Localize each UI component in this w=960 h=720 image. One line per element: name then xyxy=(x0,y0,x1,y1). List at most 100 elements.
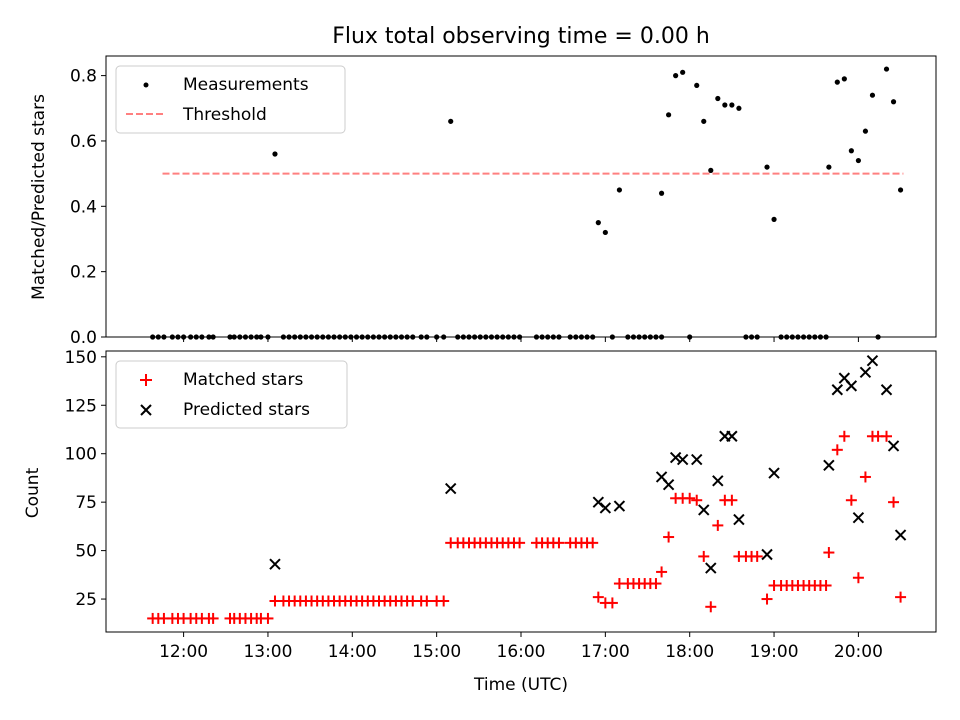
y-tick-label: 125 xyxy=(65,396,97,416)
predicted-star-diag2 xyxy=(852,511,865,524)
predicted-star-diag2 xyxy=(866,354,879,367)
predicted-star-diag2 xyxy=(669,451,682,464)
top-legend: Measurements Threshold xyxy=(115,65,346,134)
predicted-star-diag2 xyxy=(859,366,872,379)
predicted-star-diag2 xyxy=(733,513,745,526)
predicted-star-diag2 xyxy=(823,459,835,472)
matched-star-point xyxy=(751,550,763,562)
bottom-panel: 25 50 75 100 125 150 12:00 13:00 14:00 15:00 16:0… xyxy=(23,348,937,695)
matched-star-point xyxy=(712,519,724,531)
predicted-star-point xyxy=(676,453,689,466)
predicted-star-diag2 xyxy=(592,496,605,508)
top-y-axis: 0.0 0.2 0.4 0.6 0.8 xyxy=(70,67,106,348)
measurement-point xyxy=(448,118,454,124)
measurement-point xyxy=(701,118,707,124)
matched-star-point xyxy=(421,595,433,607)
bottom-x-axis: 12:00 13:00 14:00 15:00 16:00 17:00 18:00 19:00… xyxy=(159,632,883,662)
matched-star-point xyxy=(823,547,835,559)
matched-star-point xyxy=(895,591,907,603)
measurement-point xyxy=(602,229,608,236)
x-tick-label: 12:00 xyxy=(159,642,208,662)
measurement-point xyxy=(673,73,679,79)
predicted-star-point xyxy=(691,453,703,466)
matched-star-point xyxy=(262,612,274,624)
predicted-star-point xyxy=(705,562,717,574)
measurement-point xyxy=(616,187,623,193)
predicted-star-diag2 xyxy=(726,430,738,442)
predicted-star-point xyxy=(726,430,738,442)
top-plot-area xyxy=(150,66,904,340)
x-tick-label: 13:00 xyxy=(243,642,292,662)
top-y-axis-label: Matched/Predicted stars xyxy=(29,94,49,300)
predicted-star-point xyxy=(845,380,858,392)
matched-star-point xyxy=(726,494,738,506)
predicted-star-diag2 xyxy=(887,440,900,452)
y-tick-label: 50 xyxy=(75,542,97,562)
top-legend-box xyxy=(115,65,346,134)
measurement-point xyxy=(869,92,876,98)
predicted-star-point xyxy=(859,366,872,379)
y-tick-label: 75 xyxy=(75,493,97,513)
predicted-star-diag2 xyxy=(655,471,668,483)
predicted-star-point xyxy=(712,475,724,487)
matched-star-point xyxy=(650,578,662,590)
legend-predicted-marker xyxy=(140,404,152,416)
matched-star-point xyxy=(831,444,843,456)
y-tick-label: 0.0 xyxy=(70,328,97,348)
bottom-x-axis-label: Time (UTC) xyxy=(473,675,568,695)
predicted-star-diag2 xyxy=(768,467,780,479)
y-tick-label: 150 xyxy=(65,348,97,368)
y-tick-label: 0.6 xyxy=(70,132,97,152)
matched-star-point xyxy=(606,597,618,609)
bottom-legend-box xyxy=(115,360,348,429)
predicted-star-point xyxy=(662,479,675,491)
predicted-star-diag2 xyxy=(880,384,893,396)
matched-star-point xyxy=(888,496,900,508)
matched-star-point xyxy=(438,595,450,607)
matched-star-point xyxy=(859,471,871,483)
y-tick-label: 0.2 xyxy=(70,263,97,283)
predicted-star-point xyxy=(894,529,907,541)
matched-star-point xyxy=(881,430,893,442)
matched-star-point xyxy=(592,591,604,603)
legend-matched-marker xyxy=(140,374,152,386)
top-chart-title: Flux total observing time = 0.00 h xyxy=(332,24,710,49)
predicted-star-diag2 xyxy=(705,562,717,574)
measurement-point xyxy=(855,157,861,164)
x-tick-label: 20:00 xyxy=(834,642,883,662)
predicted-star-point xyxy=(733,513,745,526)
predicted-star-point xyxy=(613,500,626,512)
x-tick-label: 14:00 xyxy=(328,642,377,662)
legend-measurements-marker xyxy=(143,82,149,88)
measurement-point xyxy=(666,112,672,118)
predicted-star-diag2 xyxy=(838,372,851,384)
matched-star-point xyxy=(207,612,219,624)
predicted-star-diag2 xyxy=(691,453,703,466)
matched-star-point xyxy=(705,601,717,613)
measurement-point xyxy=(595,220,601,226)
x-tick-label: 18:00 xyxy=(665,642,714,662)
predicted-star-diag2 xyxy=(712,475,724,487)
x-tick-label: 15:00 xyxy=(412,642,461,662)
measurement-point xyxy=(883,66,890,72)
predicted-star-diag2 xyxy=(831,384,844,396)
measurement-point xyxy=(841,76,847,82)
predicted-star-diag2 xyxy=(445,482,457,495)
predicted-star-point xyxy=(669,451,682,464)
measurement-point xyxy=(729,102,735,108)
predicted-star-diag2 xyxy=(613,500,626,512)
predicted-star-diag2 xyxy=(761,548,773,561)
legend-matched-label: Matched stars xyxy=(183,370,303,390)
measurement-point xyxy=(272,151,278,157)
matched-star-point xyxy=(838,430,850,442)
legend-measurements-label: Measurements xyxy=(183,75,309,95)
measurement-point xyxy=(848,148,854,154)
measurement-point xyxy=(826,164,832,170)
matched-star-point xyxy=(684,492,696,504)
measurement-point xyxy=(764,164,770,170)
measurement-point xyxy=(771,216,777,222)
predicted-star-diag2 xyxy=(894,529,907,541)
predicted-star-diag2 xyxy=(698,504,710,516)
predicted-star-point xyxy=(768,467,780,479)
